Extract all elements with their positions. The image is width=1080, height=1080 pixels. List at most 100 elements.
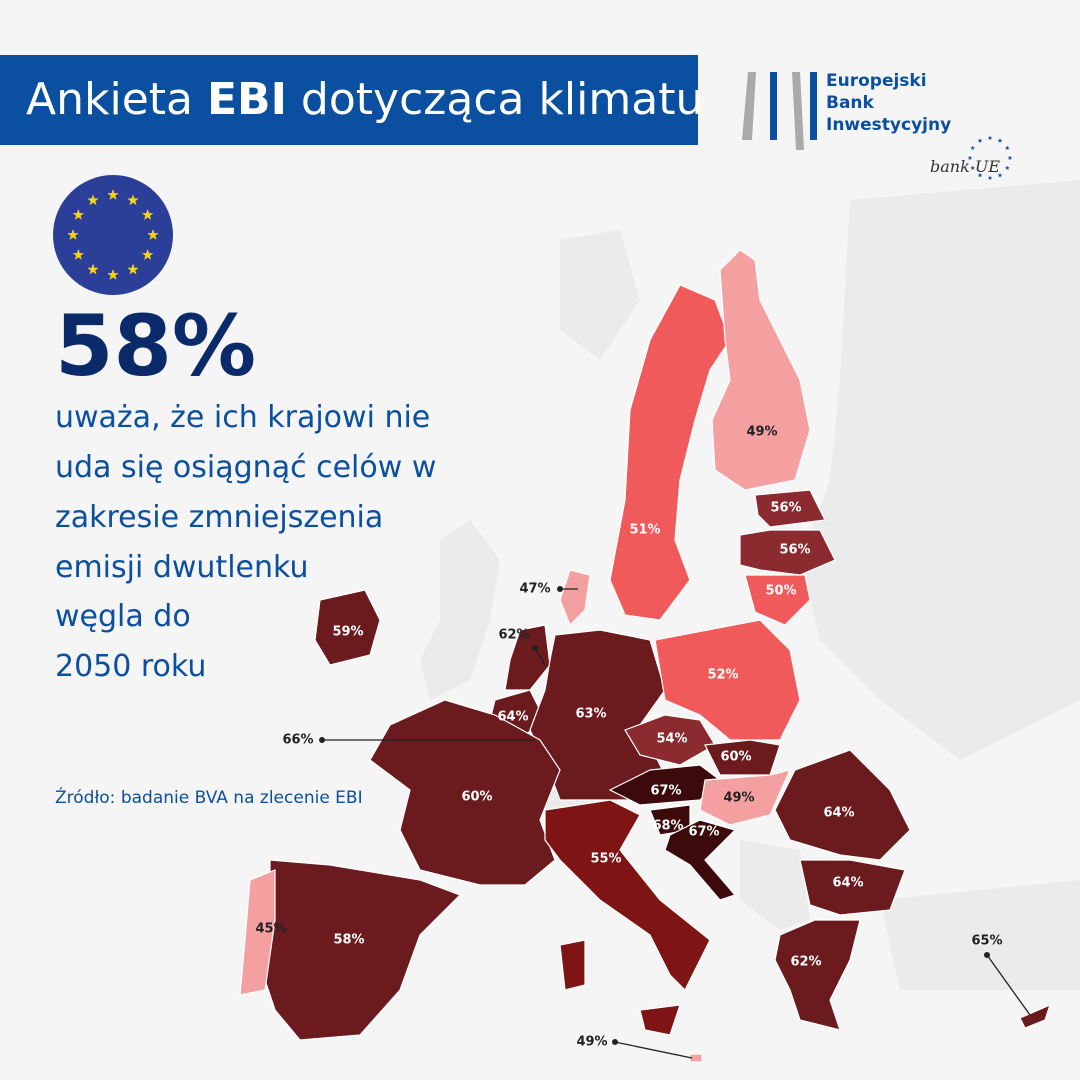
region-label: 54% bbox=[656, 732, 687, 747]
region-label: 56% bbox=[779, 543, 810, 558]
region-label: 64% bbox=[497, 710, 528, 725]
star bbox=[72, 249, 85, 260]
headline-text: emisji dwutlenku bbox=[55, 550, 308, 585]
logo-text: Europejski bbox=[826, 71, 927, 91]
logo-stroke bbox=[742, 72, 756, 140]
country bbox=[314, 589, 381, 666]
region-label: 60% bbox=[720, 750, 751, 765]
logo-stars bbox=[967, 135, 1013, 180]
star bbox=[970, 165, 976, 170]
headline-text: uda się osiągnąć celów w bbox=[55, 450, 436, 485]
region-label: 58% bbox=[333, 933, 364, 948]
star bbox=[127, 263, 139, 275]
country bbox=[239, 869, 276, 996]
leader-dot bbox=[319, 737, 325, 743]
country bbox=[704, 739, 781, 776]
region-label: 51% bbox=[629, 523, 660, 538]
country bbox=[654, 619, 801, 741]
region-label: 63% bbox=[575, 707, 606, 722]
star bbox=[87, 194, 99, 206]
non-eu-land bbox=[420, 180, 1080, 990]
region-label: 49% bbox=[576, 1035, 607, 1050]
country bbox=[799, 859, 906, 916]
star bbox=[141, 209, 154, 220]
land bbox=[880, 880, 1080, 990]
country bbox=[664, 819, 737, 901]
star bbox=[1007, 155, 1013, 160]
region-label: 62% bbox=[790, 955, 821, 970]
star bbox=[147, 229, 159, 240]
source: Źródło: badanie BVA na zlecenie EBI bbox=[55, 786, 363, 808]
region-label: 64% bbox=[823, 806, 854, 821]
country bbox=[754, 489, 826, 528]
logo-bar bbox=[810, 72, 817, 140]
star bbox=[107, 269, 119, 280]
country bbox=[739, 529, 836, 576]
logo-text: Inwestycyjny bbox=[826, 115, 951, 135]
region-label: 50% bbox=[765, 584, 796, 599]
region-label: 66% bbox=[282, 733, 313, 748]
star bbox=[987, 175, 993, 180]
star bbox=[127, 194, 139, 206]
star bbox=[997, 172, 1003, 178]
logo: Europejski Bank Inwestycyjny bank UE bbox=[742, 71, 1013, 180]
region-labels: 51% 49% 56% 56% 50% 47% 59% 62% 64% 66% … bbox=[255, 425, 1002, 1050]
title-part: EBI bbox=[207, 74, 287, 125]
country bbox=[711, 249, 811, 491]
region-label: 64% bbox=[832, 876, 863, 891]
country bbox=[1019, 1003, 1051, 1029]
region-label: 67% bbox=[650, 784, 681, 799]
country bbox=[369, 699, 561, 886]
headline-stat: 58% bbox=[55, 297, 256, 395]
region-label: 49% bbox=[746, 425, 777, 440]
logo-tagline: bank UE bbox=[930, 157, 1000, 176]
country bbox=[559, 569, 591, 627]
leader-dot bbox=[557, 586, 563, 592]
leader-dot bbox=[532, 645, 538, 651]
region-label: 45% bbox=[255, 922, 286, 937]
title-part: Ankieta bbox=[26, 74, 207, 125]
country bbox=[639, 1004, 681, 1036]
headline-text: węgla do bbox=[55, 599, 191, 634]
country bbox=[689, 1053, 703, 1063]
eu-flag bbox=[53, 175, 173, 295]
star bbox=[987, 135, 993, 140]
country bbox=[699, 769, 792, 826]
headline-text: 2050 roku bbox=[55, 649, 206, 684]
logo-text: Bank bbox=[826, 93, 875, 113]
star bbox=[72, 209, 85, 220]
region-label: 52% bbox=[707, 668, 738, 683]
country bbox=[559, 939, 586, 991]
region-label: 56% bbox=[770, 501, 801, 516]
leader-dot bbox=[612, 1039, 618, 1045]
star bbox=[1004, 145, 1010, 150]
leader-line bbox=[614, 1041, 693, 1059]
region-label: 49% bbox=[723, 791, 754, 806]
leaders bbox=[319, 586, 1031, 1059]
star bbox=[970, 145, 976, 150]
title: Ankieta EBI dotycząca klimatu bbox=[26, 74, 703, 125]
title-part: dotycząca klimatu bbox=[287, 74, 703, 125]
land bbox=[420, 520, 500, 700]
region-label: 67% bbox=[688, 825, 719, 840]
region-label: 62% bbox=[498, 628, 529, 643]
country bbox=[609, 284, 731, 621]
star bbox=[977, 172, 983, 178]
region-label: 60% bbox=[461, 790, 492, 805]
star bbox=[107, 189, 119, 200]
star bbox=[141, 249, 154, 260]
star bbox=[967, 155, 973, 160]
land bbox=[740, 840, 810, 930]
star bbox=[87, 263, 99, 275]
country bbox=[774, 919, 861, 1031]
leader-line bbox=[986, 954, 1031, 1016]
star bbox=[977, 138, 983, 143]
leader-dot bbox=[984, 952, 990, 958]
headline-text: uważa, że ich krajowi nie bbox=[55, 400, 430, 435]
region-label: 59% bbox=[332, 625, 363, 640]
region-label: 55% bbox=[590, 852, 621, 867]
leader-line bbox=[534, 647, 546, 666]
logo-stroke bbox=[792, 72, 804, 150]
star bbox=[997, 138, 1003, 143]
